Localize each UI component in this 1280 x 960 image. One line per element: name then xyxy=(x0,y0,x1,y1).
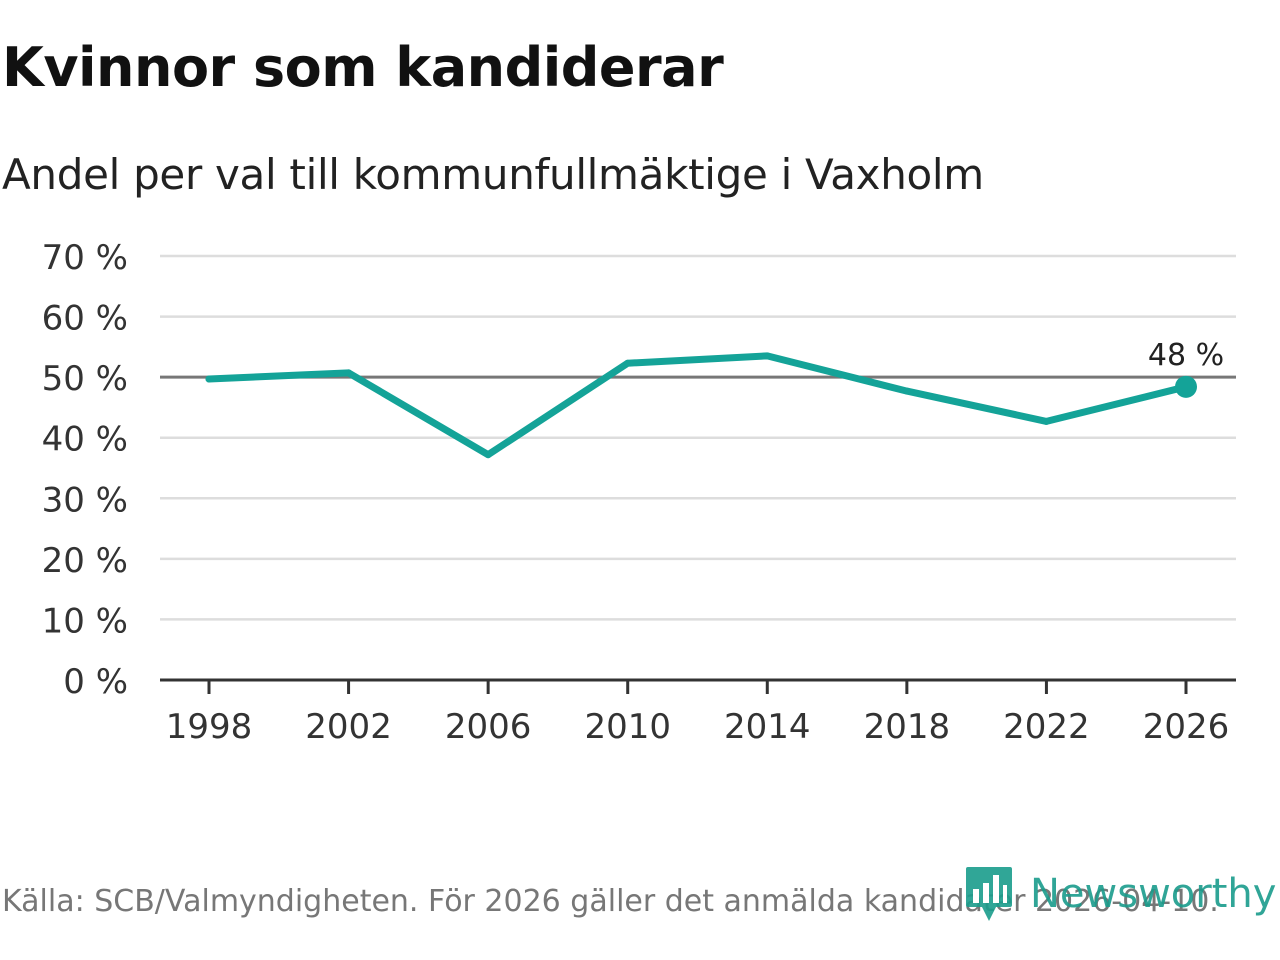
chart-subtitle: Andel per val till kommunfullmäktige i V… xyxy=(2,150,984,199)
y-tick-label: 20 % xyxy=(42,541,128,581)
data-point xyxy=(1042,417,1050,425)
data-point xyxy=(484,451,492,459)
y-tick-label: 30 % xyxy=(42,480,128,520)
brand-logo: Newsworthy xyxy=(964,862,1276,926)
series-line xyxy=(205,352,1190,459)
x-tick-label: 2006 xyxy=(445,707,532,747)
x-tick-label: 2026 xyxy=(1143,707,1230,747)
y-tick-label: 0 % xyxy=(63,662,128,702)
y-tick-label: 10 % xyxy=(42,601,128,641)
x-tick-label: 2018 xyxy=(864,707,951,747)
x-tick-label: 1998 xyxy=(166,707,253,747)
y-tick-label: 50 % xyxy=(42,359,128,399)
x-tick-label: 2014 xyxy=(724,707,811,747)
x-tick-label: 2022 xyxy=(1003,707,1090,747)
y-tick-label: 60 % xyxy=(42,299,128,339)
data-point xyxy=(345,369,353,377)
source-note: Källa: SCB/Valmyndigheten. För 2026 gäll… xyxy=(2,884,1219,919)
data-point-last xyxy=(1175,375,1197,398)
bar-chart-logo-icon xyxy=(966,867,1012,921)
brand-name: Newsworthy xyxy=(1030,871,1277,917)
x-tick-label: 2002 xyxy=(305,707,392,747)
chart-title: Kvinnor som kandiderar xyxy=(2,36,724,99)
y-tick-label: 70 % xyxy=(42,238,128,278)
data-point xyxy=(763,352,771,360)
y-tick-label: 40 % xyxy=(42,420,128,460)
data-point xyxy=(624,359,632,367)
data-point xyxy=(205,375,213,383)
end-value-label: 48 % xyxy=(1148,338,1224,373)
x-tick-label: 2010 xyxy=(584,707,671,747)
data-point xyxy=(903,387,911,395)
